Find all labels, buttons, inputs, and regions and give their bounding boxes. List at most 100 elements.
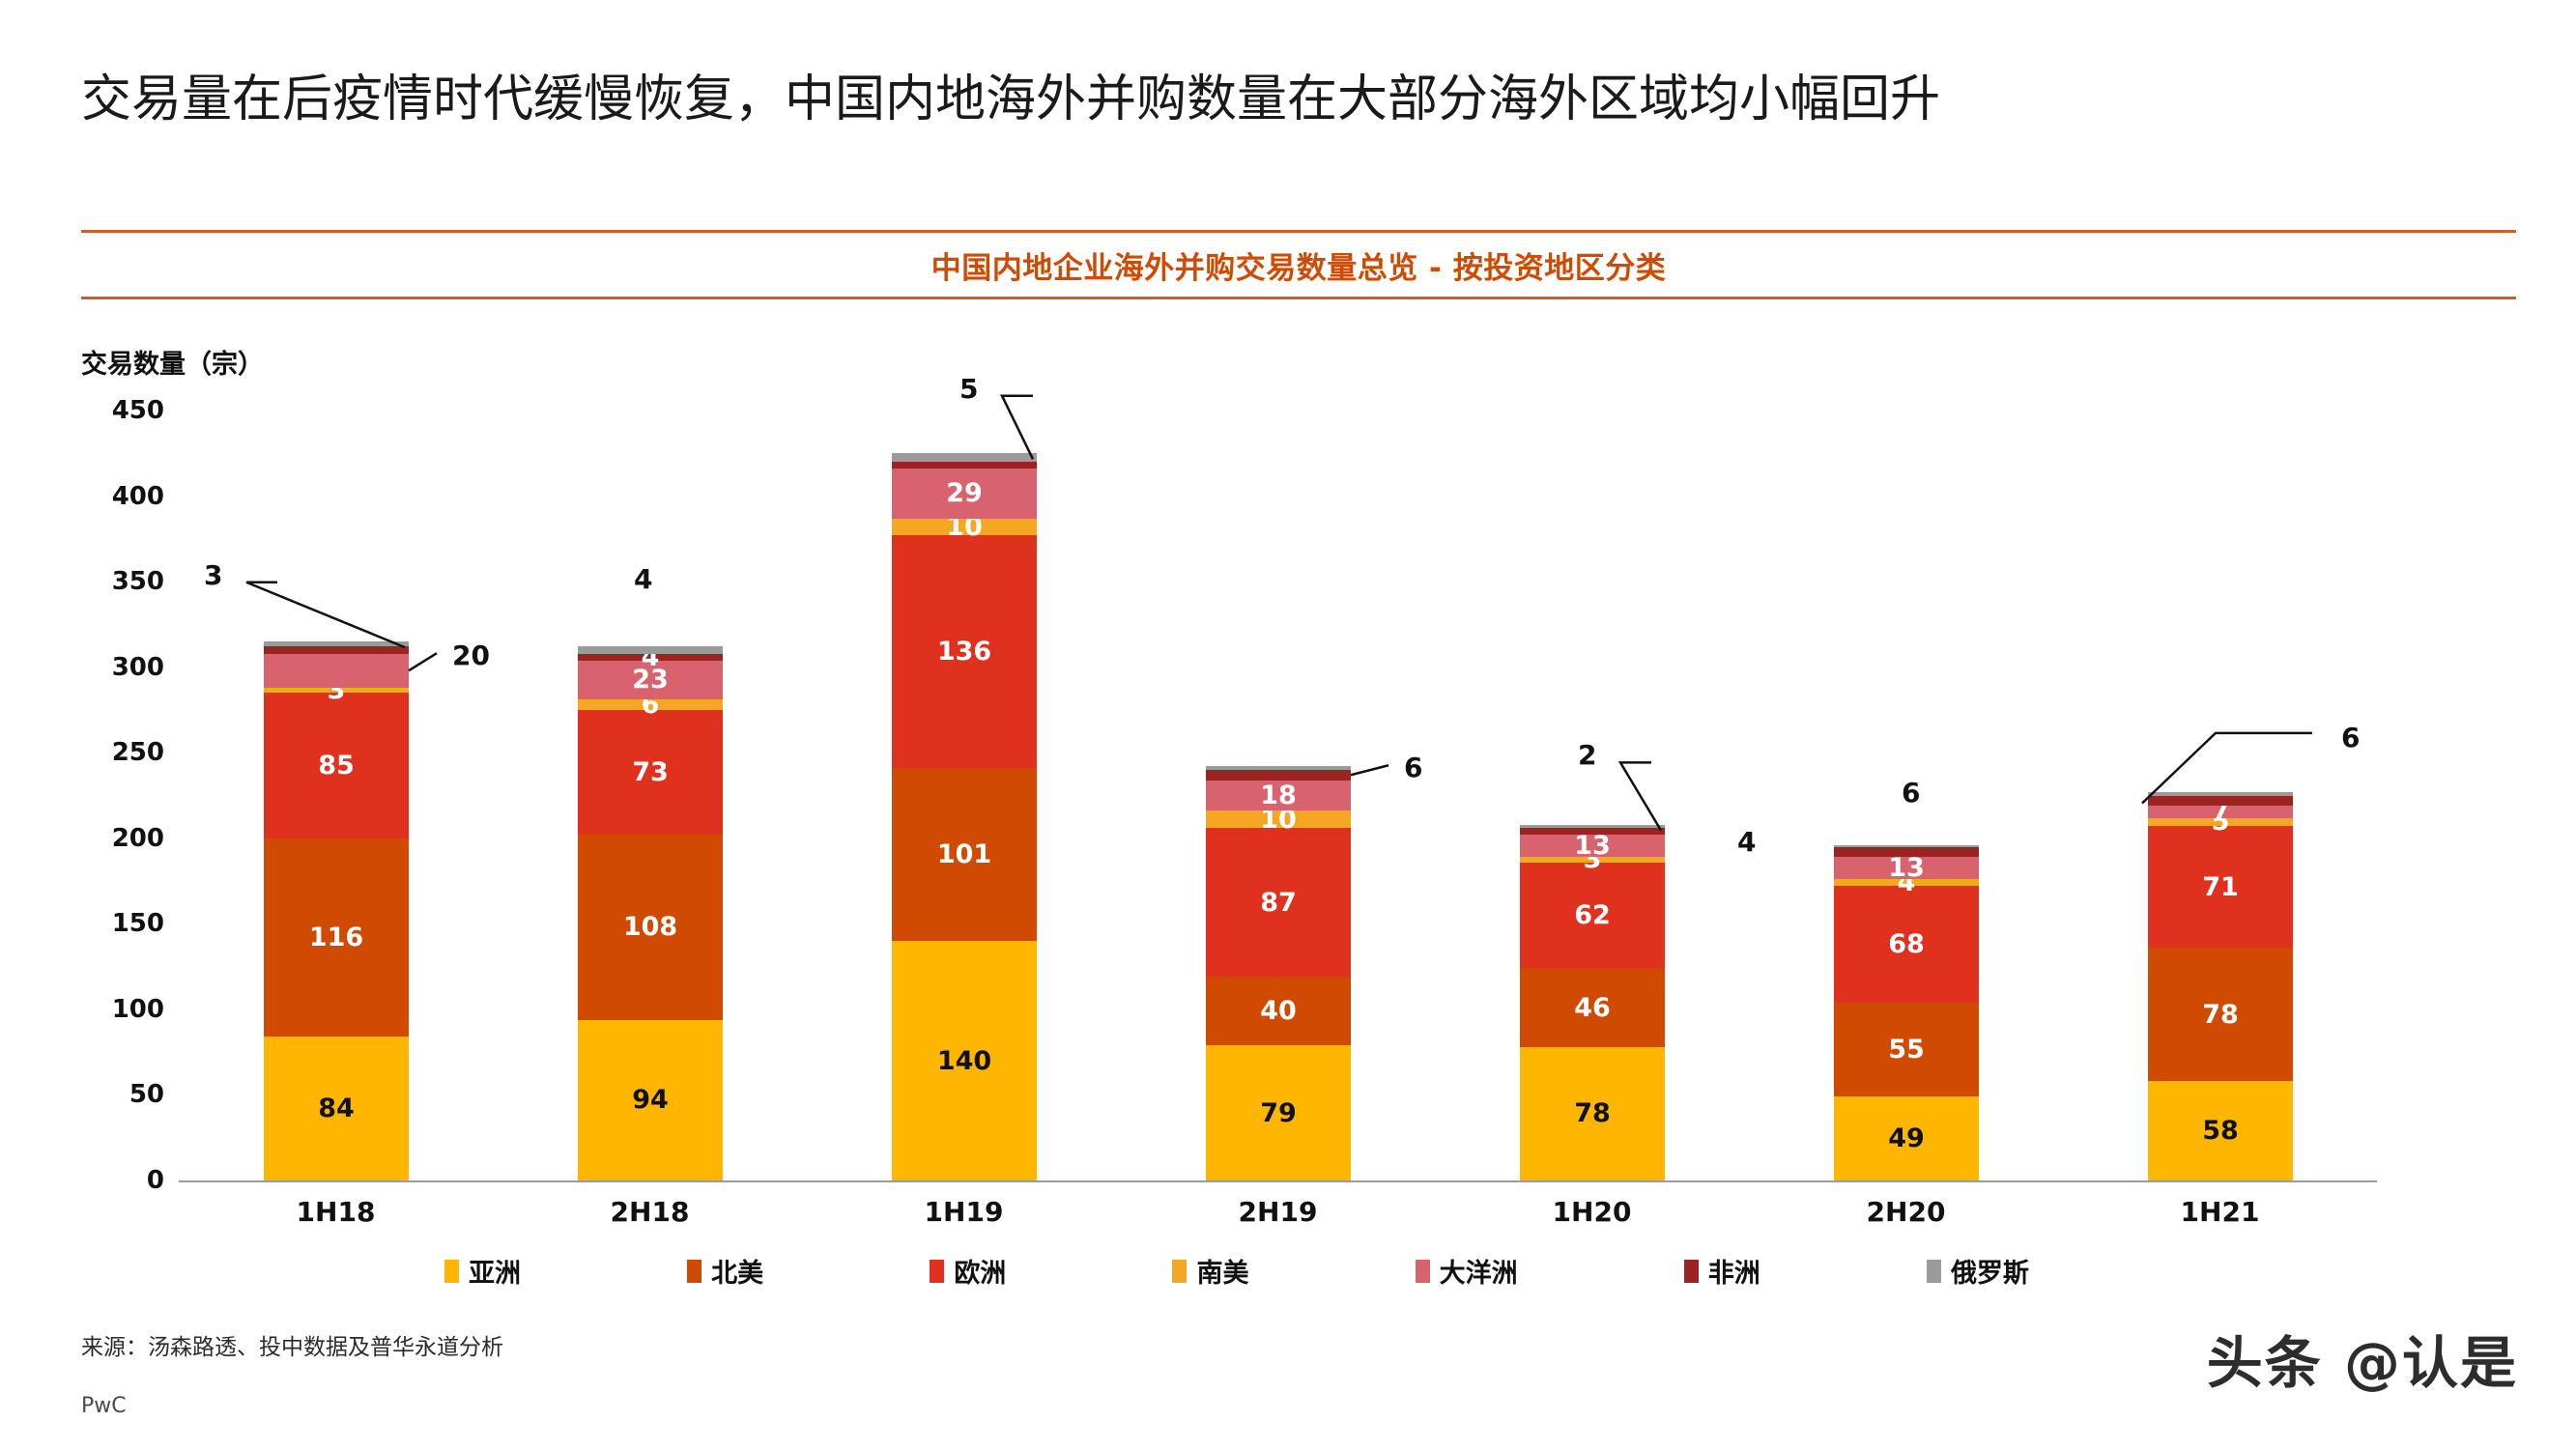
bar-segment-north_america[interactable]: 78 xyxy=(2148,948,2293,1082)
legend-item-oceania[interactable]: 大洋洲 xyxy=(1415,1252,1518,1290)
chart-subtitle-band: 中国内地企业海外并购交易数量总览 - 按投资地区分类 xyxy=(81,230,2516,299)
bar-segment-russia[interactable] xyxy=(1834,844,1979,847)
legend-item-south_america[interactable]: 南美 xyxy=(1172,1252,1248,1290)
legend-label: 亚洲 xyxy=(469,1259,521,1289)
bar-segment-south_america[interactable]: 10 xyxy=(892,514,1037,540)
bar-1H21[interactable]: 58 78 71 5 7 xyxy=(2148,792,2293,1180)
bar-segment-south_america[interactable]: 5 xyxy=(2148,809,2293,835)
bar-segment-oceania[interactable]: 23 xyxy=(578,660,723,700)
y-axis-tick: 50 xyxy=(129,1080,164,1110)
segment-value-label: 13 xyxy=(1574,831,1611,862)
bar-segment-africa[interactable] xyxy=(1520,828,1665,836)
legend-swatch-south_america xyxy=(1172,1259,1188,1283)
bar-segment-north_america[interactable]: 40 xyxy=(1206,977,1351,1046)
bar-segment-south_america[interactable]: 6 xyxy=(578,692,723,718)
bar-segment-oceania[interactable]: 29 xyxy=(892,469,1037,519)
bar-segment-russia[interactable] xyxy=(578,646,723,654)
bar-segment-north_america[interactable]: 116 xyxy=(264,838,409,1037)
bar-segment-asia[interactable]: 140 xyxy=(892,941,1037,1180)
legend-label: 非洲 xyxy=(1707,1259,1760,1289)
watermark: 头条 @认是 xyxy=(2206,1330,2518,1396)
y-axis-tick: 300 xyxy=(111,652,164,682)
bar-segment-oceania[interactable]: 13 xyxy=(1520,831,1665,862)
bar-2H18[interactable]: 94 108 73 6 23 4 xyxy=(578,644,723,1180)
legend-swatch-asia xyxy=(444,1259,459,1283)
segment-value-label: 68 xyxy=(1888,929,1925,960)
bar-segment-asia[interactable]: 84 xyxy=(264,1037,409,1180)
bar-segment-europe[interactable]: 62 xyxy=(1520,862,1665,969)
bar-segment-oceania[interactable]: 18 xyxy=(1206,780,1351,811)
bar-segment-russia[interactable] xyxy=(1206,766,1351,770)
x-axis-tick-1H19: 1H19 xyxy=(924,1196,1004,1228)
bar-segment-africa[interactable] xyxy=(2148,795,2293,807)
legend-label: 俄罗斯 xyxy=(1950,1259,2029,1289)
legend-item-africa[interactable]: 非洲 xyxy=(1683,1252,1760,1290)
callout-label-1H18-russia: 3 xyxy=(204,558,223,591)
bar-segment-oceania[interactable]: 7 xyxy=(2148,799,2293,825)
x-axis-line xyxy=(179,1180,2377,1182)
bar-segment-europe[interactable]: 71 xyxy=(2148,826,2293,949)
bar-segment-africa[interactable] xyxy=(264,646,409,654)
segment-value-label: 108 xyxy=(622,912,678,943)
bar-segment-north_america[interactable]: 108 xyxy=(578,835,723,1020)
legend-item-north_america[interactable]: 北美 xyxy=(687,1252,763,1290)
bar-segment-russia[interactable] xyxy=(1520,824,1665,829)
bar-segment-russia[interactable] xyxy=(2148,792,2293,796)
bar-segment-south_america[interactable]: 4 xyxy=(1834,869,1979,895)
bar-segment-asia[interactable]: 49 xyxy=(1834,1096,1979,1180)
segment-value-label: 101 xyxy=(936,839,992,870)
y-axis-tick: 200 xyxy=(111,823,164,853)
bar-segment-africa[interactable] xyxy=(1206,769,1351,781)
bar-segment-asia[interactable]: 79 xyxy=(1206,1045,1351,1180)
y-axis-tick: 100 xyxy=(111,994,164,1024)
segment-value-label: 23 xyxy=(632,665,669,696)
bar-segment-asia[interactable]: 58 xyxy=(2148,1081,2293,1180)
legend-swatch-oceania xyxy=(1415,1259,1430,1283)
segment-value-label: 13 xyxy=(1888,853,1925,884)
bar-segment-north_america[interactable]: 101 xyxy=(892,768,1037,942)
bar-segment-asia[interactable]: 94 xyxy=(578,1019,723,1180)
bar-segment-north_america[interactable]: 55 xyxy=(1834,1002,1979,1097)
bar-segment-europe[interactable]: 73 xyxy=(578,709,723,836)
bar-1H20[interactable]: 78 46 62 3 13 xyxy=(1520,824,1665,1180)
bar-segment-south_america[interactable]: 10 xyxy=(1206,807,1351,833)
legend-item-asia[interactable]: 亚洲 xyxy=(444,1252,521,1290)
bar-segment-europe[interactable]: 87 xyxy=(1206,828,1351,978)
bar-segment-africa[interactable]: 4 xyxy=(578,644,723,670)
callout-label-2H20-africa: 6 xyxy=(1902,776,1921,809)
bar-segment-oceania[interactable]: 13 xyxy=(1834,853,1979,884)
legend-label: 大洋洲 xyxy=(1439,1259,1518,1289)
bar-segment-europe[interactable]: 85 xyxy=(264,693,409,838)
page-title: 交易量在后疫情时代缓慢恢复，中国内地海外并购数量在大部分海外区域均小幅回升 xyxy=(81,71,1941,128)
segment-value-label: 84 xyxy=(318,1094,355,1124)
bar-2H20[interactable]: 49 55 68 4 13 xyxy=(1834,844,1979,1180)
callout-label-1H21-africa: 6 xyxy=(2341,721,2361,753)
legend-item-russia[interactable]: 俄罗斯 xyxy=(1926,1252,2029,1290)
bar-1H19[interactable]: 140 101 136 10 29 xyxy=(892,453,1037,1180)
y-axis-unit-label: 交易数量（宗） xyxy=(81,350,264,380)
brand-label: PwC xyxy=(81,1394,127,1418)
bar-segment-oceania[interactable] xyxy=(264,653,409,688)
x-axis-tick-1H20: 1H20 xyxy=(1552,1196,1632,1228)
bar-segment-south_america[interactable]: 3 xyxy=(1520,846,1665,872)
bar-segment-north_america[interactable]: 46 xyxy=(1520,968,1665,1047)
segment-value-label: 18 xyxy=(1260,781,1297,811)
legend-swatch-north_america xyxy=(687,1259,702,1283)
bar-segment-asia[interactable]: 78 xyxy=(1520,1046,1665,1180)
bar-1H18[interactable]: 84 116 85 3 xyxy=(264,641,409,1180)
source-note: 来源：汤森路透、投中数据及普华永道分析 xyxy=(81,1335,503,1360)
bar-segment-russia[interactable] xyxy=(264,641,409,647)
x-axis-tick-2H20: 2H20 xyxy=(1866,1196,1946,1228)
bar-segment-africa[interactable] xyxy=(892,462,1037,469)
bar-segment-africa[interactable] xyxy=(1834,846,1979,858)
bar-2H19[interactable]: 79 40 87 10 18 xyxy=(1206,766,1351,1180)
callout-label-1H20-russia: 2 xyxy=(1578,739,1597,772)
bar-segment-europe[interactable]: 136 xyxy=(892,535,1037,769)
legend-item-europe[interactable]: 欧洲 xyxy=(930,1252,1006,1290)
segment-value-label: 116 xyxy=(308,923,364,953)
bar-segment-south_america[interactable]: 3 xyxy=(264,677,409,703)
segment-value-label: 71 xyxy=(2202,871,2239,902)
bar-segment-russia[interactable] xyxy=(892,453,1037,463)
x-axis-tick-2H18: 2H18 xyxy=(610,1196,690,1228)
bar-segment-europe[interactable]: 68 xyxy=(1834,886,1979,1003)
